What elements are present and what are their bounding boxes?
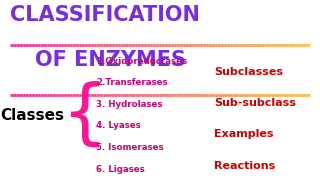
Text: CLASSIFICATION: CLASSIFICATION	[10, 5, 199, 25]
Text: {: {	[62, 81, 108, 150]
Text: 5. Isomerases: 5. Isomerases	[96, 143, 164, 152]
Text: 1.Oxidoreductases: 1.Oxidoreductases	[96, 57, 187, 66]
Text: Subclasses: Subclasses	[214, 67, 284, 77]
Text: Sub-subclass: Sub-subclass	[214, 98, 296, 108]
Text: 4. Lyases: 4. Lyases	[96, 122, 141, 130]
Text: 6. Ligases: 6. Ligases	[96, 165, 145, 174]
Text: OF ENZYMES: OF ENZYMES	[35, 50, 186, 70]
Text: Classes: Classes	[0, 108, 64, 123]
Text: Examples: Examples	[214, 129, 274, 139]
Text: 2.Transferases: 2.Transferases	[96, 78, 168, 87]
Text: Reactions: Reactions	[214, 161, 276, 171]
Text: 3. Hydrolases: 3. Hydrolases	[96, 100, 163, 109]
